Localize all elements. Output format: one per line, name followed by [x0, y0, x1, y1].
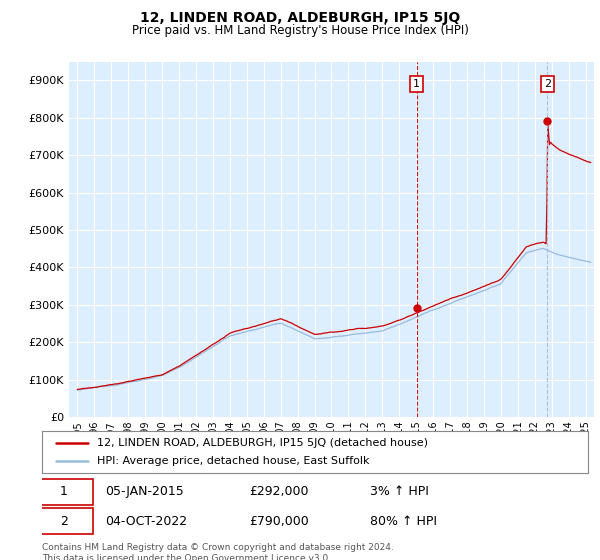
Text: 3% ↑ HPI: 3% ↑ HPI	[370, 486, 428, 498]
Text: 80% ↑ HPI: 80% ↑ HPI	[370, 515, 437, 528]
Text: Price paid vs. HM Land Registry's House Price Index (HPI): Price paid vs. HM Land Registry's House …	[131, 24, 469, 36]
Text: £790,000: £790,000	[250, 515, 309, 528]
Text: Contains HM Land Registry data © Crown copyright and database right 2024.
This d: Contains HM Land Registry data © Crown c…	[42, 543, 394, 560]
FancyBboxPatch shape	[35, 479, 93, 505]
Text: HPI: Average price, detached house, East Suffolk: HPI: Average price, detached house, East…	[97, 456, 369, 466]
Text: 1: 1	[60, 486, 68, 498]
Text: 12, LINDEN ROAD, ALDEBURGH, IP15 5JQ: 12, LINDEN ROAD, ALDEBURGH, IP15 5JQ	[140, 11, 460, 25]
Text: 1: 1	[413, 79, 420, 89]
Text: 05-JAN-2015: 05-JAN-2015	[105, 486, 184, 498]
Text: £292,000: £292,000	[250, 486, 309, 498]
Text: 2: 2	[544, 79, 551, 89]
FancyBboxPatch shape	[35, 508, 93, 534]
Text: 2: 2	[60, 515, 68, 528]
Text: 04-OCT-2022: 04-OCT-2022	[105, 515, 187, 528]
Text: 12, LINDEN ROAD, ALDEBURGH, IP15 5JQ (detached house): 12, LINDEN ROAD, ALDEBURGH, IP15 5JQ (de…	[97, 438, 428, 448]
